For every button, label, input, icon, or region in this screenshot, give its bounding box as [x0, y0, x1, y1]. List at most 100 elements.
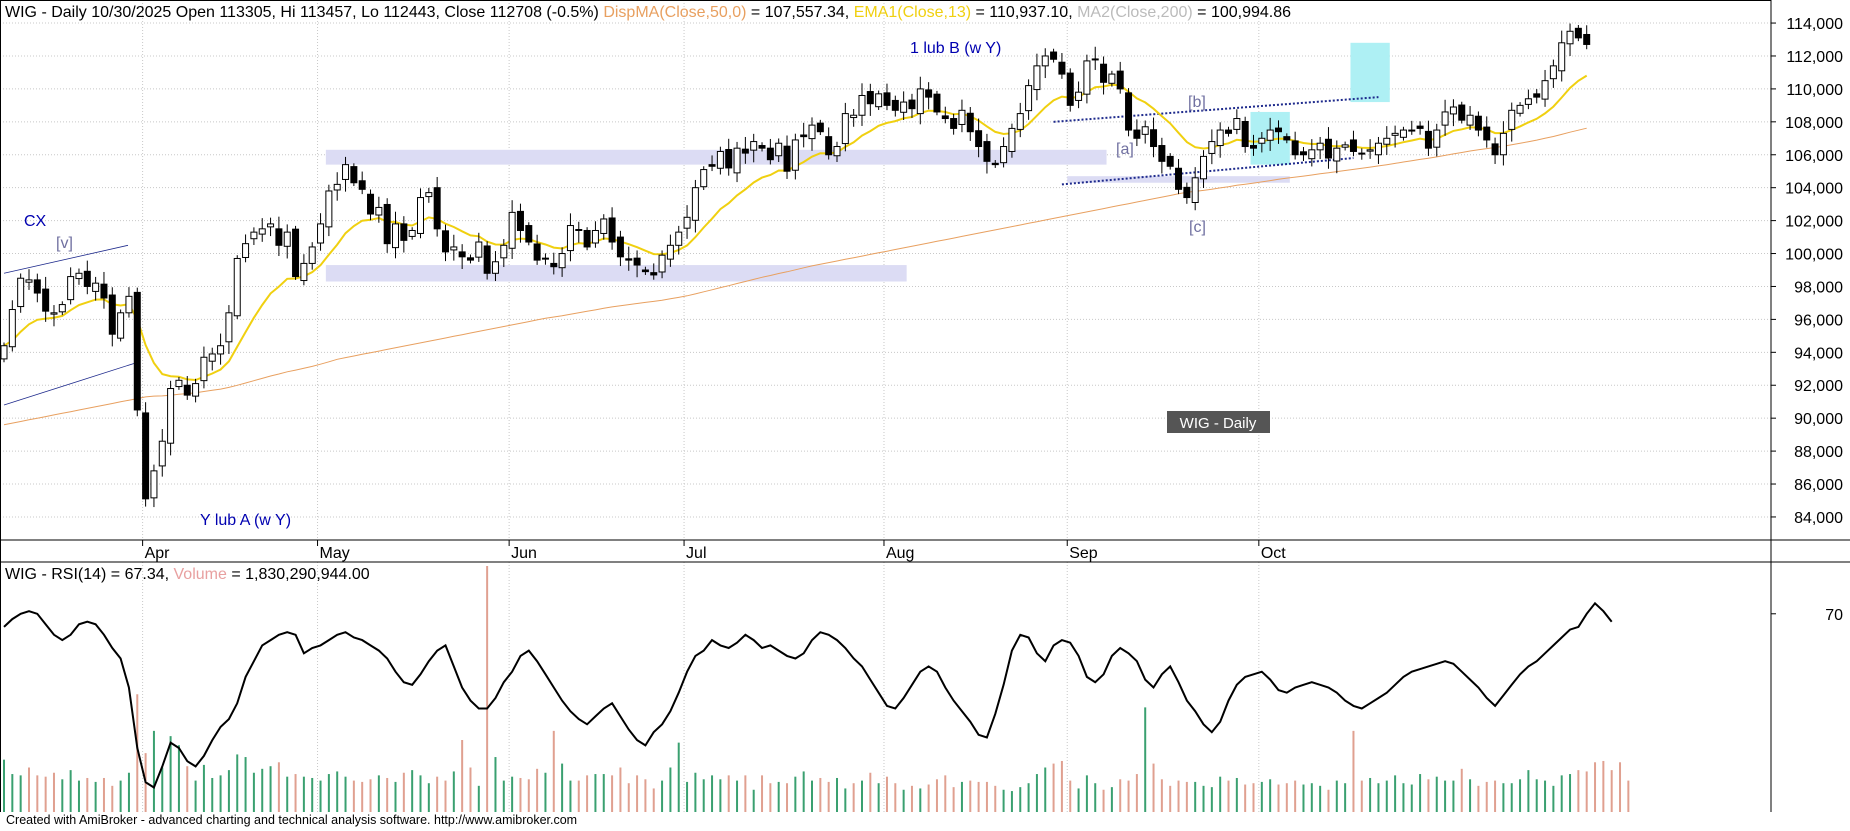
candle-body: [1416, 125, 1424, 129]
candle-body: [1466, 114, 1474, 126]
candle-body: [258, 228, 266, 235]
candle-body: [800, 134, 808, 138]
candle-body: [1100, 63, 1108, 83]
candle-body: [1349, 139, 1357, 152]
candle-body: [866, 91, 874, 105]
candle-body: [108, 294, 116, 335]
candle-body: [1183, 186, 1191, 199]
candle-body: [650, 272, 658, 276]
candle-body: [100, 283, 108, 299]
y-tick-label: 96,000: [1794, 312, 1843, 329]
candle-body: [1491, 143, 1499, 156]
annotation-c: [c]: [1189, 219, 1206, 236]
candle-body: [292, 228, 300, 278]
candle-body: [225, 312, 233, 343]
candle-body: [417, 197, 424, 234]
candle-body: [1483, 126, 1491, 141]
candle-body: [117, 312, 125, 339]
candle-body: [1150, 129, 1158, 148]
candle-body: [1091, 58, 1099, 61]
candle-body: [1424, 130, 1432, 149]
x-tick-label: May: [320, 545, 350, 562]
candle-body: [941, 115, 949, 120]
zone-rect: [325, 265, 907, 282]
candle-body: [1399, 129, 1407, 138]
candle-body: [525, 225, 533, 243]
indicator-header: WIG - RSI(14) = 67.34, Volume = 1,830,29…: [5, 566, 370, 583]
candle-body: [683, 216, 691, 229]
candle-body: [1499, 132, 1507, 156]
candle-body: [267, 223, 275, 228]
candle-body: [325, 190, 333, 228]
candle-body: [766, 147, 774, 161]
candle-body: [508, 211, 516, 249]
rsi-tick-label: 70: [1825, 607, 1843, 624]
candle-body: [758, 145, 766, 149]
candle-body: [616, 236, 624, 258]
candle-body: [17, 277, 25, 308]
candle-body: [433, 187, 441, 230]
candle-body: [950, 118, 958, 129]
candle-body: [392, 223, 400, 249]
candle-body: [1533, 93, 1541, 98]
candle-body: [783, 145, 791, 172]
candle-body: [591, 229, 599, 244]
candle-body: [175, 379, 183, 388]
candle-body: [1516, 104, 1524, 114]
candle-body: [641, 269, 649, 273]
candle-body: [841, 113, 849, 145]
candle-body: [350, 166, 358, 184]
candle-body: [900, 101, 908, 113]
trend-line-upper: [3, 244, 129, 274]
candle-body: [1000, 146, 1008, 164]
candle-body: [533, 243, 541, 261]
trend-line-lower: [3, 361, 139, 406]
candle-body: [1108, 73, 1116, 84]
candle-body: [933, 93, 941, 113]
candle-body: [1050, 51, 1058, 60]
watermark-box: [1167, 411, 1270, 433]
candle-body: [358, 180, 366, 190]
x-tick-label: Apr: [145, 545, 171, 562]
candle-body: [1374, 142, 1382, 156]
candle-body: [816, 122, 824, 133]
candle-body: [200, 356, 208, 382]
x-tick-label: Jul: [686, 545, 706, 562]
candle-body: [575, 229, 583, 231]
candlesticks: [0, 23, 1591, 508]
y-tick-label: 98,000: [1794, 279, 1843, 296]
candle-body: [1408, 129, 1416, 132]
candle-body: [1366, 149, 1374, 152]
candle-body: [342, 164, 350, 180]
candle-body: [958, 109, 966, 125]
candle-body: [1383, 137, 1391, 145]
candle-body: [458, 251, 466, 258]
y-tick-label: 110,000: [1786, 82, 1843, 99]
candle-body: [466, 257, 474, 261]
candle-body: [883, 92, 891, 106]
candle-body: [975, 130, 983, 148]
candle-body: [633, 257, 641, 266]
ma50-value: = 107,557.34,: [751, 4, 849, 21]
ma50-label: DispMA(Close,50,0): [603, 4, 746, 21]
candle-body: [858, 94, 866, 116]
candle-body: [1266, 129, 1274, 141]
candle-body: [50, 312, 58, 315]
zone-rect: [325, 149, 1107, 165]
candle-body: [925, 89, 933, 98]
candle-body: [1258, 137, 1266, 144]
annotation-cx: CX: [24, 213, 47, 230]
candle-body: [483, 245, 491, 274]
watermark: WIG - Daily: [1167, 411, 1270, 433]
candle-body: [125, 295, 133, 314]
annotation-b: [b]: [1188, 94, 1206, 111]
watermark-text: WIG - Daily: [1180, 415, 1257, 432]
candle-body: [825, 136, 833, 156]
candle-body: [75, 272, 83, 280]
candle-body: [808, 124, 816, 140]
candle-body: [791, 139, 799, 171]
candle-body: [217, 345, 225, 355]
candle-body: [1358, 152, 1366, 155]
candle-body: [208, 353, 216, 362]
candle-body: [1291, 140, 1299, 156]
